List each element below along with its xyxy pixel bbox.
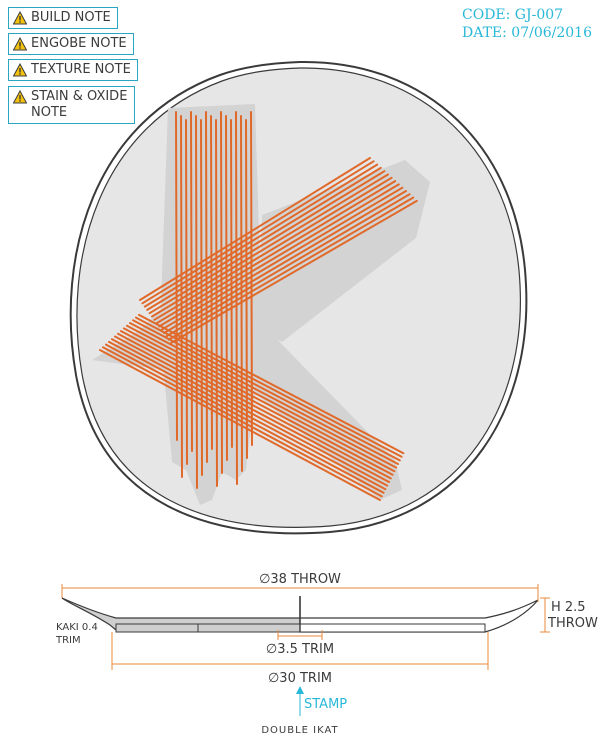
stain-oxide-note-button[interactable]: STAIN & OXIDE NOTE bbox=[8, 86, 135, 124]
stripe-diagonal-up bbox=[165, 193, 411, 338]
stripe-vertical bbox=[220, 111, 223, 474]
stripe-diagonal-up bbox=[143, 163, 379, 308]
stripe-diagonal-up bbox=[151, 173, 389, 318]
stripe-diagonal-up bbox=[139, 157, 371, 301]
stripe-diagonal-down bbox=[105, 343, 385, 494]
engobe-note-label: ENGOBE NOTE bbox=[31, 36, 127, 51]
code-meta: CODE: GJ-007 DATE: 07/06/2016 bbox=[462, 6, 592, 42]
warning-icon bbox=[13, 11, 27, 25]
stamp-arrow-icon bbox=[296, 686, 304, 694]
stamp-label: STAMP bbox=[304, 697, 347, 712]
stripe-vertical bbox=[225, 115, 228, 461]
code-label: CODE: GJ-007 bbox=[462, 7, 564, 23]
stain-oxide-note-label: STAIN & OXIDE NOTE bbox=[31, 89, 128, 120]
stripe-diagonal-down bbox=[102, 346, 383, 498]
stripe-vertical bbox=[210, 115, 213, 450]
stripe-diagonal-down bbox=[111, 338, 389, 487]
stripe-diagonal-down bbox=[120, 330, 394, 476]
stripe-vertical bbox=[180, 115, 183, 478]
date-label: DATE: 07/06/2016 bbox=[462, 25, 592, 41]
engobe-note-button[interactable]: ENGOBE NOTE bbox=[8, 33, 134, 55]
texture-note-label: TEXTURE NOTE bbox=[31, 62, 131, 77]
stripe-vertical bbox=[175, 111, 178, 441]
stripe-diagonal-up bbox=[163, 190, 407, 334]
kaki-label-line2: TRIM bbox=[55, 635, 81, 646]
stripe-diagonal-down bbox=[114, 335, 390, 483]
stripe-diagonal-up bbox=[170, 199, 418, 344]
stripe-diagonal-down bbox=[123, 327, 396, 473]
kaki-label-line1: KAKI 0.4 bbox=[56, 622, 98, 633]
stripe-diagonal-down bbox=[108, 340, 387, 491]
stripe-diagonal-down bbox=[129, 322, 399, 465]
foot-ring-section bbox=[115, 623, 301, 633]
base-label: ∅30 TRIM bbox=[268, 671, 332, 686]
diameter-label: ∅38 THROW bbox=[259, 572, 341, 587]
texture-note-button[interactable]: TEXTURE NOTE bbox=[8, 59, 138, 81]
stripe-vertical bbox=[250, 111, 253, 446]
stripe-diagonal-down bbox=[126, 324, 398, 469]
stripe-diagonal-up bbox=[155, 180, 397, 325]
stripe-diagonal-up bbox=[141, 160, 375, 305]
stripe-diagonal-down bbox=[99, 349, 381, 501]
plate-profile: ∅38 THROW H 2.5 THROW ∅3.5 TRIM ∅30 TRIM… bbox=[55, 572, 598, 736]
foot-label: ∅3.5 TRIM bbox=[266, 642, 334, 657]
stripe-vertical bbox=[195, 115, 198, 489]
stripe-diagonal-up bbox=[160, 186, 404, 331]
stripe-diagonal-down bbox=[135, 316, 403, 458]
stripe-diagonal-up bbox=[146, 166, 382, 311]
warning-icon bbox=[13, 63, 27, 77]
warning-icon bbox=[13, 37, 27, 51]
height-label-line2: THROW bbox=[547, 616, 598, 631]
stripe-diagonal-up bbox=[153, 176, 393, 321]
build-note-label: BUILD NOTE bbox=[31, 10, 111, 25]
stripe-diagonal-down bbox=[117, 332, 392, 480]
height-label-line1: H 2.5 bbox=[551, 600, 586, 615]
stripe-diagonal-down bbox=[138, 313, 405, 455]
dimension-lines bbox=[61, 584, 550, 670]
plate-outer-rim bbox=[69, 60, 528, 535]
stripe-vertical bbox=[235, 111, 238, 485]
brand-stamp: DOUBLE IKAT bbox=[261, 725, 338, 736]
build-note-button[interactable]: BUILD NOTE bbox=[8, 7, 118, 29]
stripe-diagonal-up bbox=[167, 196, 415, 341]
plate-top-view bbox=[69, 60, 528, 535]
stripe-diagonal-up bbox=[148, 170, 386, 315]
engobe-stripes bbox=[99, 111, 418, 501]
warning-icon bbox=[13, 90, 27, 104]
stripe-vertical bbox=[205, 111, 208, 463]
stripe-diagonal-down bbox=[132, 319, 401, 462]
stripe-diagonal-up bbox=[158, 183, 400, 328]
